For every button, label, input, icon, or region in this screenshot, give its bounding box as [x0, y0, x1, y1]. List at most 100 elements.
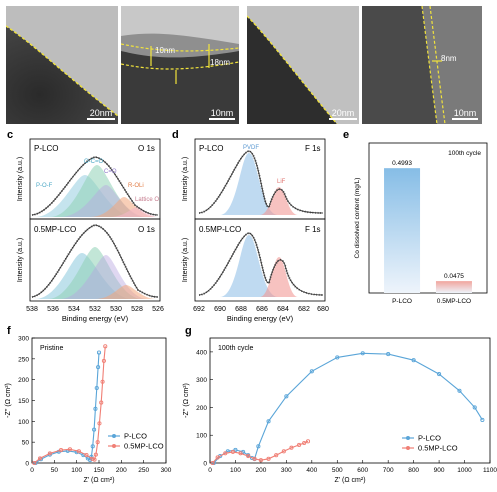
xps-f-top-sample: P-LCO [199, 144, 223, 153]
xps-o-bottom-sample: 0.5MP-LCO [34, 225, 76, 234]
data-point [230, 449, 235, 454]
y-tick-label: 150 [18, 398, 29, 405]
x-tick-label: 300 [161, 467, 172, 474]
legend-label: P-LCO [418, 434, 441, 443]
label-roli: R-OLi [128, 183, 144, 189]
y-tick-label: 0 [203, 461, 207, 468]
x-tick-label: 50 [51, 467, 59, 474]
bar-p-lco [384, 168, 421, 293]
thickness-label-a1: 10nm [155, 46, 176, 55]
envelope-bottom [31, 224, 159, 298]
legend-label: 0.5MP-LCO [124, 442, 164, 451]
data-point [101, 358, 106, 363]
y-axis-label: Co dissolved content (mg/L) [354, 178, 361, 259]
data-point [210, 460, 215, 466]
bar-value-label: 0.0475 [444, 273, 464, 280]
legend-label: P-LCO [124, 432, 147, 441]
data-point [284, 394, 289, 399]
data-point [480, 417, 485, 422]
x-tick-label: 0 [208, 467, 212, 474]
data-point [386, 352, 391, 357]
xps-f1s-chart: P-LCO F 1s 0.5MP-LCO F 1s PVDF LiF Inten… [182, 138, 329, 323]
data-point [223, 451, 228, 456]
y-tick-label: 100 [196, 433, 207, 440]
xps-f-top-peak: F 1s [305, 144, 321, 153]
legend-marker [112, 444, 116, 448]
data-point [58, 448, 64, 453]
x-tick-label: 800 [408, 467, 419, 474]
xtick: 534 [68, 306, 80, 313]
data-point [305, 439, 311, 444]
xps-f-bottom-frame [194, 218, 326, 302]
data-point [252, 456, 257, 461]
data-point [256, 444, 261, 449]
tem-image-b-low [247, 6, 359, 124]
legend-label: 0.5MP-LCO [418, 444, 458, 453]
xtick: 690 [214, 306, 226, 313]
data-point [360, 351, 365, 356]
fit-peak-pvdf-b [220, 235, 278, 297]
plot-frame [209, 337, 491, 464]
x-tick-label: 100 [230, 467, 241, 474]
x-tick-label: 200 [255, 467, 266, 474]
scale-bar-b-high: 10nm [449, 108, 481, 121]
xtick: 538 [26, 306, 38, 313]
data-point [246, 454, 251, 459]
data-point [95, 440, 100, 445]
bar-value-label: 0.4993 [392, 160, 412, 167]
xtick: 680 [317, 306, 329, 313]
data-point [96, 350, 102, 355]
fit-peak-lif-b [260, 257, 298, 297]
data-point [37, 456, 43, 461]
data-point [457, 388, 462, 393]
y-axis-label: -Z'' (Ω cm²) [5, 383, 12, 418]
data-point [90, 444, 95, 449]
data-point [93, 406, 98, 411]
x-tick-label: 0.5MP-LCO [437, 298, 471, 305]
panel-label-f: f [7, 325, 11, 337]
raw-data-f-top [198, 149, 324, 214]
data-point [266, 456, 271, 461]
plot-frame [368, 142, 488, 294]
y-tick-label: 200 [18, 377, 29, 384]
ylabel-bottom: Intensity (a.u.) [17, 238, 24, 282]
annotation: 100th cycle [218, 345, 254, 352]
data-point [90, 456, 95, 461]
y-tick-label: 100 [18, 419, 29, 426]
data-point [281, 449, 286, 454]
bar-0.5mp-lco [435, 281, 472, 293]
fit-peak-oco-b [48, 247, 142, 299]
x-tick-label: 600 [357, 467, 368, 474]
xps-o1s-chart: P-LCO O 1s 0.5MP-LCO O 1s P-O-F O-C=O C=… [17, 138, 164, 323]
legend-marker [406, 436, 410, 440]
fit-peak-lattice [110, 207, 158, 217]
series-line-1 [33, 346, 106, 464]
x-axis-label: Z' (Ω cm²) [83, 477, 114, 484]
legend-marker [112, 434, 116, 438]
co-dissolution-bar-chart: 100th cycle Co dissolved content (mg/L) 0.… [354, 142, 488, 305]
data-point [215, 455, 220, 460]
x-tick-label: 400 [306, 467, 317, 474]
annotation: 100th cycle [448, 150, 481, 157]
data-point [258, 458, 263, 463]
data-point [411, 358, 416, 363]
panel-label-d: d [172, 129, 179, 141]
y-tick-label: 250 [18, 356, 29, 363]
y-tick-label: 200 [196, 405, 207, 412]
ylabel-top: Intensity (a.u.) [17, 157, 24, 201]
xps-o-top-sample: P-LCO [34, 144, 58, 153]
xtick: 530 [110, 306, 122, 313]
xps-o-bottom-peak: O 1s [138, 225, 155, 234]
eis-100th-cycle-chart: 0 100 200 300 400 500 600 700 800 900 1000 1100 0 100… [183, 337, 497, 484]
x-tick-label: 300 [281, 467, 292, 474]
label-pvdf: PVDF [243, 145, 259, 151]
series-line-0 [35, 352, 100, 464]
x-tick-label: 900 [434, 467, 445, 474]
data-point [99, 400, 104, 405]
data-point [335, 355, 340, 360]
label-pof: P-O-F [36, 183, 53, 189]
data-point [76, 449, 81, 454]
y-tick-label: 300 [196, 377, 207, 384]
data-point [92, 427, 97, 432]
data-point [302, 440, 307, 446]
